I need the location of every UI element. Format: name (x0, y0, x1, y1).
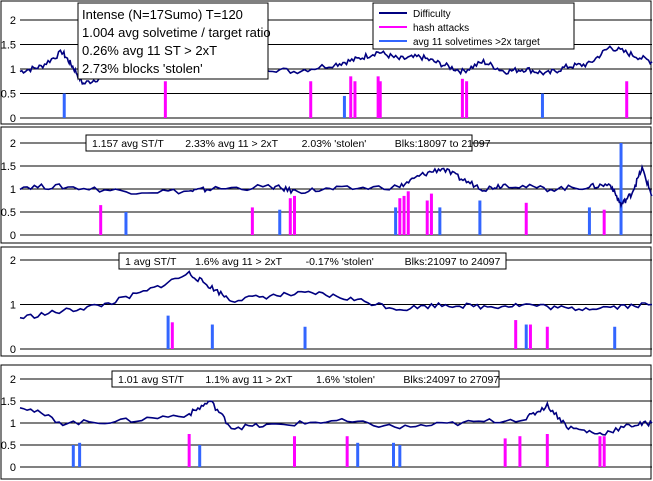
annotation-item: 1.01 avg ST/T (118, 374, 185, 386)
difficulty-line (19, 45, 653, 86)
y-tick-label: 0.5 (1, 440, 16, 452)
y-tick-label: 2 (10, 15, 16, 27)
y-tick-label: 1.5 (1, 40, 16, 52)
annotation-box (118, 252, 507, 270)
y-tick-label: 1.5 (1, 161, 16, 173)
y-tick-label: 0 (10, 113, 16, 125)
annotation-item: 2.03% 'stolen' (302, 138, 367, 150)
chart-panel-2: 0 0.5 1 1.5 2 1.157 avg ST/T 2.33% avg 11 > 2x… (0, 126, 653, 244)
y-tick-label: 2 (10, 255, 16, 267)
annotation-box (111, 370, 500, 388)
y-tick-label: 1 (10, 64, 16, 76)
chart-panel-3: 0 1 2 1 avg ST/T 1.6% avg 11 > 2xT -0.17% 'st… (0, 246, 653, 357)
y-tick-label: 1 (10, 418, 16, 430)
annotation-item: 1.6% avg 11 > 2xT (195, 256, 283, 268)
y-tick-label: 1 (10, 184, 16, 196)
y-tick-label: 1 (10, 300, 16, 312)
legend-label: hash attacks (413, 23, 469, 34)
legend-label: Difficulty (413, 9, 451, 20)
annotation-item: 2.33% avg 11 > 2xT (185, 138, 278, 150)
annotation-line: Intense (N=17Sumo) T=120 (82, 7, 243, 22)
y-tick-label: 0 (10, 344, 16, 356)
annotation-line: 0.26% avg 11 ST > 2xT (82, 43, 217, 58)
annotation-box (77, 2, 269, 80)
y-tick-label: 0.5 (1, 207, 16, 219)
annotation-item: 1 avg ST/T (125, 256, 177, 268)
y-tick-label: 2 (10, 138, 16, 150)
annotation-line: 1.004 avg solvetime / target ratio (82, 25, 271, 40)
annotation-item: 1.157 avg ST/T (92, 138, 164, 150)
annotation-item: Blks:21097 to 24097 (405, 256, 501, 268)
y-tick-label: 0 (10, 462, 16, 474)
annotation-line: 2.73% blocks 'stolen' (82, 61, 203, 76)
annotation-box (85, 134, 473, 152)
annotation-item: Blks:24097 to 27097 (403, 374, 499, 386)
y-tick-label: 0.5 (1, 89, 16, 101)
difficulty-line (19, 270, 653, 320)
difficulty-line (19, 400, 653, 436)
difficulty-line (19, 163, 653, 209)
legend: Difficulty hash attacks avg 11 solvetimes … (372, 2, 575, 50)
y-tick-label: 0 (10, 230, 16, 242)
y-tick-label: 1.5 (1, 396, 16, 408)
annotation-item: -0.17% 'stolen' (306, 256, 374, 268)
annotation-item: 1.1% avg 11 > 2xT (205, 374, 293, 386)
annotation-item: 1.6% 'stolen' (316, 374, 375, 386)
legend-label: avg 11 solvetimes >2x target (413, 37, 540, 48)
y-tick-label: 2 (10, 374, 16, 386)
chart-panel-4: 0 0.5 1 1.5 2 1.01 avg ST/T 1.1% avg 11 > 2xT 1… (0, 364, 653, 480)
annotation-item: Blks:18097 to 21097 (395, 138, 491, 150)
